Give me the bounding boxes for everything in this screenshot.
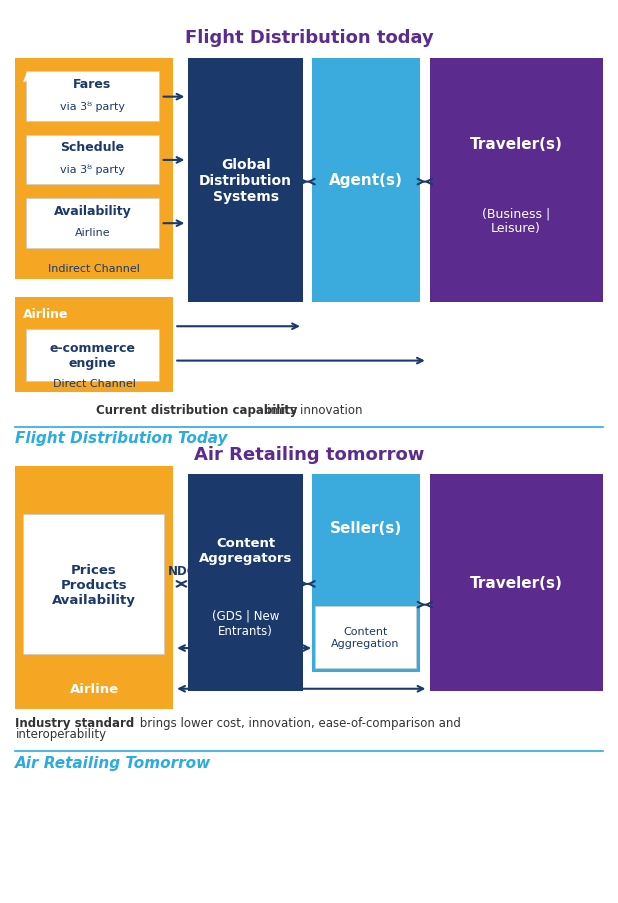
Text: Direct Channel: Direct Channel: [53, 378, 136, 389]
Bar: [188, 59, 303, 303]
Text: Content
Aggregation: Content Aggregation: [331, 627, 400, 648]
Text: Air Retailing Tomorrow: Air Retailing Tomorrow: [15, 756, 212, 770]
Text: Seller(s): Seller(s): [330, 520, 402, 535]
Text: limits innovation: limits innovation: [260, 404, 362, 416]
Bar: [15, 467, 173, 709]
Text: Availability: Availability: [54, 204, 131, 218]
Text: (Business |
Leisure): (Business | Leisure): [482, 208, 550, 235]
Text: via 3ᴽ party: via 3ᴽ party: [60, 101, 125, 111]
Text: Current distribution capability: Current distribution capability: [96, 404, 297, 416]
Bar: [188, 474, 303, 691]
Text: Indirect Channel: Indirect Channel: [48, 264, 140, 275]
Text: Flight Distribution today: Flight Distribution today: [185, 29, 433, 47]
Bar: [26, 199, 159, 248]
Text: Traveler(s): Traveler(s): [470, 137, 562, 152]
Text: Agent(s): Agent(s): [329, 173, 403, 188]
Bar: [315, 607, 416, 668]
Bar: [26, 135, 159, 185]
Text: Traveler(s): Traveler(s): [470, 575, 562, 590]
Text: Offer/Order: Offer/Order: [26, 480, 107, 493]
Text: via 3ᴽ party: via 3ᴽ party: [60, 164, 125, 174]
Text: Global
Distribution
Systems: Global Distribution Systems: [199, 157, 292, 204]
Text: Airline: Airline: [70, 683, 119, 695]
Bar: [15, 59, 173, 280]
Text: NDC: NDC: [167, 564, 196, 577]
Text: (GDS | New
Entrants): (GDS | New Entrants): [212, 610, 279, 637]
Bar: [430, 59, 603, 303]
Text: Content
Aggregators: Content Aggregators: [199, 537, 292, 564]
Text: brings lower cost, innovation, ease-of-comparison and: brings lower cost, innovation, ease-of-c…: [136, 716, 461, 729]
Bar: [26, 330, 159, 382]
Text: Flight Distribution Today: Flight Distribution Today: [15, 431, 228, 445]
Text: Airline: Airline: [23, 72, 69, 85]
Text: interoperability: interoperability: [15, 728, 106, 740]
Bar: [26, 72, 159, 122]
Bar: [15, 298, 173, 393]
Text: Prices
Products
Availability: Prices Products Availability: [52, 563, 136, 606]
Text: Airline: Airline: [75, 228, 110, 237]
Text: Airline: Airline: [23, 308, 69, 321]
Text: Air Retailing tomorrow: Air Retailing tomorrow: [194, 445, 424, 463]
Bar: [312, 59, 420, 303]
Bar: [312, 474, 420, 673]
Text: Industry standard: Industry standard: [15, 716, 135, 729]
Text: Fares: Fares: [74, 78, 111, 91]
Bar: [430, 474, 603, 691]
Text: Schedule: Schedule: [61, 141, 124, 154]
Text: NDC: NDC: [229, 651, 259, 664]
Text: e-commerce
engine: e-commerce engine: [49, 342, 135, 369]
Bar: [23, 515, 164, 655]
